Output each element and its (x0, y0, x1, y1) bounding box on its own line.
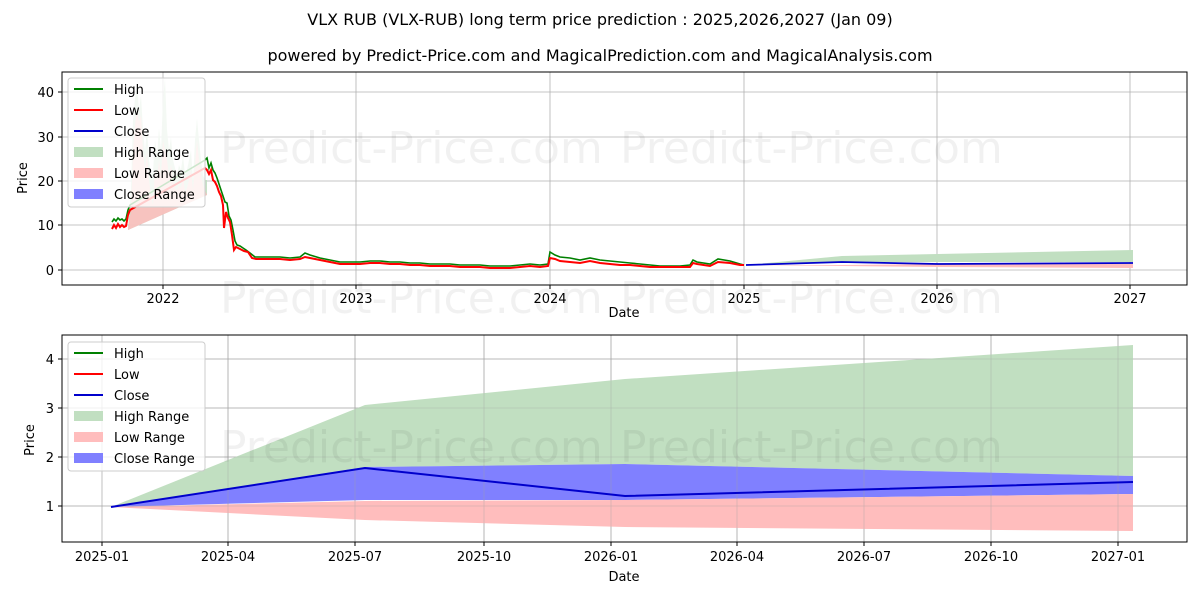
x-tick-label: 2025-01 (75, 550, 129, 565)
top-legend: High Low Close High Range Low Range Clos… (67, 77, 206, 208)
legend-label: High Range (114, 146, 189, 161)
x-tick-label: 2027-01 (1091, 550, 1145, 565)
legend-close-range-swatch (74, 453, 103, 463)
x-axis-label: Date (608, 306, 639, 321)
x-tick-label: 2025 (727, 292, 760, 307)
top-forecast-low-range (746, 264, 1133, 268)
y-tick-label: 40 (37, 86, 54, 101)
legend-label: Close Range (114, 452, 195, 467)
y-tick-label: 10 (37, 219, 54, 234)
bottom-legend: High Low Close High Range Low Range Clos… (67, 341, 206, 472)
chart-subtitle: powered by Predict-Price.com and Magical… (267, 46, 933, 65)
legend-label: Close (114, 389, 149, 404)
legend-label: High (114, 347, 144, 362)
y-axis-label: Price (16, 162, 31, 194)
y-axis-label: Price (23, 424, 38, 456)
legend-label: Low Range (114, 431, 185, 446)
x-tick-label: 2026-07 (837, 550, 891, 565)
x-tick-label: 2023 (339, 292, 372, 307)
legend-label: Close (114, 125, 149, 140)
bottom-x-axis: 2025-01 2025-04 2025-07 2025-10 2026-01 … (75, 542, 1145, 585)
x-tick-label: 2026-10 (964, 550, 1018, 565)
y-tick-label: 1 (46, 500, 54, 515)
legend-label: Low (114, 104, 140, 119)
watermark: Predict-Price.com (620, 422, 1003, 473)
y-tick-label: 20 (37, 175, 54, 190)
close-range-area (111, 464, 1133, 507)
top-close-line (745, 261, 1134, 266)
x-tick-label: 2027 (1113, 292, 1146, 307)
bottom-y-axis: 4 3 2 1 Price (23, 353, 62, 515)
low-range-area (111, 494, 1133, 531)
y-tick-label: 4 (46, 353, 54, 368)
close-line (110, 466, 1134, 508)
top-chart: Predict-Price.com Predict-Price.com Pred… (16, 71, 1188, 324)
watermark: Predict-Price.com (620, 273, 1003, 324)
top-grid (62, 72, 1187, 285)
legend-label: High (114, 83, 144, 98)
legend-high-range-swatch (74, 147, 103, 157)
x-tick-label: 2024 (533, 292, 566, 307)
top-x-axis: 2022 2023 2024 2025 2026 2027 Date (146, 285, 1147, 321)
legend-label: Low (114, 368, 140, 383)
y-tick-label: 30 (37, 131, 54, 146)
bottom-chart: Predict-Price.com Predict-Price.com 4 3 … (23, 334, 1188, 585)
low-line (111, 166, 744, 269)
x-tick-label: 2026 (920, 292, 953, 307)
x-tick-label: 2026-04 (710, 550, 764, 565)
legend-low-range-swatch (74, 168, 103, 178)
y-tick-label: 3 (46, 402, 54, 417)
x-axis-label: Date (608, 570, 639, 585)
legend-label: Low Range (114, 167, 185, 182)
y-tick-label: 2 (46, 451, 54, 466)
bottom-axes-frame (61, 334, 1188, 543)
watermark: Predict-Price.com (220, 422, 603, 473)
legend-high-range-swatch (74, 411, 103, 421)
legend-close-range-swatch (74, 189, 103, 199)
watermark: Predict-Price.com (220, 123, 603, 174)
legend-label: High Range (114, 410, 189, 425)
top-axes-frame (61, 71, 1188, 286)
legend-label: Close Range (114, 188, 195, 203)
high-line (111, 156, 745, 267)
y-tick-label: 0 (46, 264, 54, 279)
x-tick-label: 2026-01 (584, 550, 638, 565)
top-y-axis: 40 30 20 10 0 Price (16, 86, 62, 279)
x-tick-label: 2025-04 (201, 550, 255, 565)
chart-title: VLX RUB (VLX-RUB) long term price predic… (307, 10, 893, 29)
watermark: Predict-Price.com (620, 123, 1003, 174)
x-tick-label: 2025-07 (328, 550, 382, 565)
x-tick-label: 2022 (146, 292, 179, 307)
high-range-area (111, 345, 1133, 507)
watermark: Predict-Price.com (220, 273, 603, 324)
legend-low-range-swatch (74, 432, 103, 442)
x-tick-label: 2025-10 (457, 550, 511, 565)
